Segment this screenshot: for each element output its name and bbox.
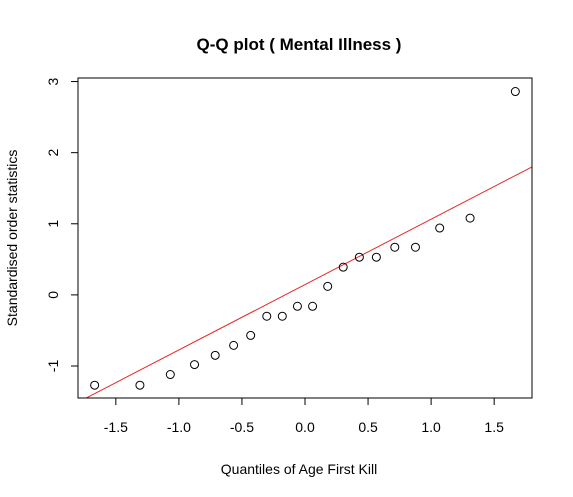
data-point bbox=[246, 330, 256, 340]
x-tick-label: -1.5 bbox=[104, 419, 128, 435]
data-point bbox=[190, 360, 200, 370]
y-tick-label: 2 bbox=[45, 149, 61, 157]
data-point bbox=[210, 350, 220, 360]
data-point bbox=[435, 223, 445, 233]
data-point bbox=[371, 252, 381, 262]
x-tick-label: 0.5 bbox=[358, 419, 378, 435]
data-point bbox=[465, 213, 475, 223]
data-point bbox=[135, 380, 145, 390]
data-point bbox=[308, 301, 318, 311]
data-point bbox=[229, 340, 239, 350]
x-axis-label: Quantiles of Age First Kill bbox=[221, 461, 377, 477]
x-tick-label: 0.0 bbox=[295, 419, 315, 435]
x-tick-label: -1.0 bbox=[167, 419, 191, 435]
data-point bbox=[510, 87, 520, 97]
plot-frame bbox=[77, 77, 533, 399]
data-point bbox=[323, 281, 333, 291]
data-point bbox=[354, 252, 364, 262]
data-point bbox=[277, 311, 287, 321]
data-point bbox=[410, 242, 420, 252]
data-point bbox=[90, 380, 100, 390]
y-tick-label: 0 bbox=[45, 291, 61, 299]
x-tick-label: 1.0 bbox=[421, 419, 441, 435]
x-tick-label: 1.5 bbox=[484, 419, 504, 435]
y-axis-label: Standardised order statistics bbox=[4, 150, 20, 327]
y-tick-label: 3 bbox=[45, 77, 61, 85]
data-point bbox=[292, 301, 302, 311]
y-tick-label: 1 bbox=[45, 220, 61, 228]
data-point bbox=[262, 311, 272, 321]
data-point bbox=[338, 262, 348, 272]
data-point bbox=[390, 242, 400, 252]
y-tick-label: -1 bbox=[45, 360, 61, 373]
reference-line bbox=[85, 166, 532, 398]
x-tick-label: -0.5 bbox=[230, 419, 254, 435]
plot-area: -1.5 -1.0 -0.5 0.0 0.5 1.0 1.5 -1 0 1 2 3 bbox=[45, 77, 532, 435]
data-point bbox=[165, 370, 175, 380]
chart-title: Q-Q plot ( Mental Illness ) bbox=[197, 35, 402, 54]
